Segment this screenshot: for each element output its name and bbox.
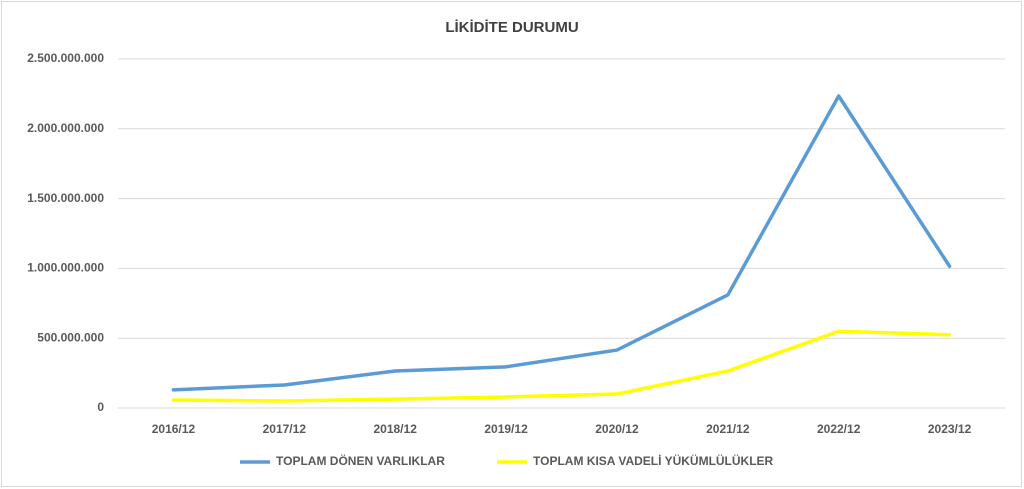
legend-label: TOPLAM DÖNEN VARLIKLAR [276, 453, 445, 468]
series-line [171, 94, 952, 392]
y-tick-label: 500.000.000 [37, 330, 104, 344]
x-tick-label: 2016/12 [152, 422, 196, 436]
x-tick-label: 2018/12 [373, 422, 417, 436]
x-tick-label: 2023/12 [928, 422, 972, 436]
y-tick-label: 1.500.000.000 [27, 191, 104, 205]
legend-label: TOPLAM KISA VADELİ YÜKÜMLÜLÜKLER [533, 453, 774, 468]
x-tick-label: 2017/12 [263, 422, 307, 436]
x-tick-label: 2021/12 [706, 422, 750, 436]
x-tick-label: 2020/12 [595, 422, 639, 436]
y-tick-label: 2.500.000.000 [27, 51, 104, 65]
y-tick-label: 1.000.000.000 [27, 261, 104, 275]
y-tick-label: 2.000.000.000 [27, 121, 104, 135]
y-tick-label: 0 [97, 400, 104, 414]
series-line [171, 329, 952, 403]
x-tick-label: 2022/12 [817, 422, 861, 436]
chart-title: LİKİDİTE DURUMU [445, 19, 578, 36]
x-tick-label: 2019/12 [484, 422, 528, 436]
